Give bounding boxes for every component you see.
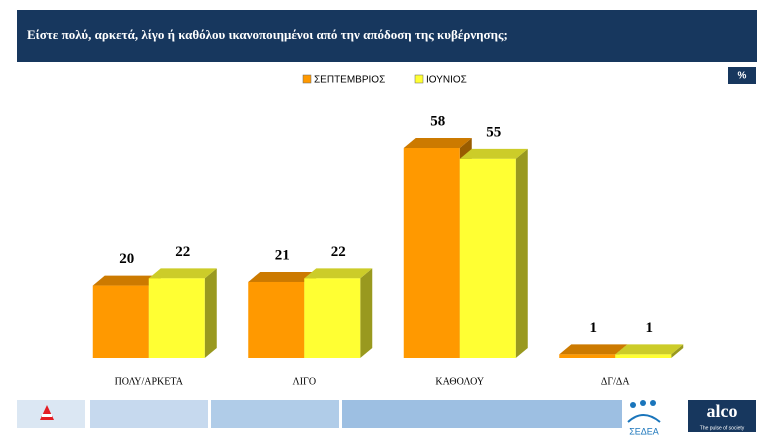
bar-front	[459, 158, 516, 358]
alco-tagline: The pulse of society	[700, 425, 745, 431]
sedea-icon	[650, 400, 656, 406]
sedea-icon	[627, 414, 661, 423]
bar	[304, 268, 373, 358]
value-label: 1	[590, 320, 598, 336]
alco-logo-box	[688, 400, 756, 432]
bar-front	[403, 148, 460, 358]
bar-top	[148, 268, 217, 279]
value-label: 22	[175, 244, 190, 260]
title-banner	[17, 10, 757, 62]
bar-top	[304, 268, 373, 279]
legend-swatch	[302, 74, 312, 84]
bar-front	[615, 354, 672, 358]
x-tick-label: ΔΓ/ΔΑ	[601, 376, 630, 387]
unit-badge	[728, 67, 756, 84]
footer-bar	[211, 400, 339, 428]
bar	[148, 268, 217, 358]
x-tick-label: ΛΙΓΟ	[292, 376, 316, 387]
chart-title: Είστε πολύ, αρκετά, λίγο ή καθόλου ικανο…	[27, 27, 508, 42]
sedea-logo: ΣΕΔΕΑ	[629, 426, 659, 436]
x-tick-label: ΚΑΘΟΛΟΥ	[435, 376, 484, 387]
bar-side	[671, 344, 684, 358]
plot: ΣΕΠΤΕΜΒΡΙΟΣ ΙΟΥΝΙΟΣ ΠΟΛΥ/ΑΡΚΕΤΑ 20 22 ΛΙΓΟ 21 2…	[92, 74, 684, 387]
bar-front	[148, 278, 205, 358]
bar-side	[360, 268, 373, 358]
legend-label: ΣΕΠΤΕΜΒΡΙΟΣ	[314, 75, 385, 86]
sedea-icon	[640, 400, 646, 406]
alco-logo: alco	[707, 401, 738, 421]
value-label: 1	[646, 320, 654, 336]
footer-bar	[90, 400, 208, 428]
bar-top	[459, 148, 528, 159]
legend-label: ΙΟΥΝΙΟΣ	[426, 75, 467, 86]
bar-top	[403, 138, 472, 148]
sedea-icon	[630, 402, 636, 408]
value-label: 58	[430, 113, 445, 129]
footer: ΣΕΔΕΑ alco The pulse of society	[17, 400, 756, 436]
value-label: 22	[331, 244, 346, 260]
footer-bar	[342, 400, 622, 428]
bar-top	[559, 344, 628, 355]
value-label: 20	[119, 251, 134, 267]
value-label: 55	[486, 124, 501, 140]
bar-front	[248, 281, 305, 358]
logo-icon	[42, 414, 52, 417]
legend-swatch	[414, 74, 424, 84]
bar-front	[92, 285, 149, 358]
bar-top	[248, 271, 317, 282]
unit-label: %	[738, 71, 747, 82]
bar-top	[92, 275, 161, 286]
x-tick-label: ΠΟΛΥ/ΑΡΚΕΤΑ	[115, 376, 184, 387]
bar-front	[304, 278, 361, 358]
value-label: 21	[275, 247, 290, 263]
bar	[615, 344, 684, 358]
bar-side	[204, 268, 217, 358]
bar-front	[559, 354, 616, 358]
bar	[459, 148, 528, 358]
bar-side	[515, 148, 528, 358]
bar-top	[615, 344, 684, 355]
